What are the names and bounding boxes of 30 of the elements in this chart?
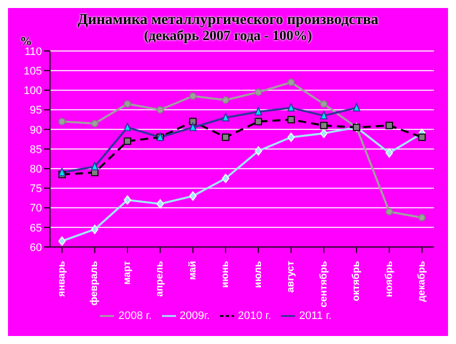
y-tick-label: 100 — [24, 85, 42, 98]
y-tick-label: 90 — [30, 124, 42, 136]
y-tick-label: 105 — [24, 66, 42, 78]
x-tick-label: июль — [252, 261, 264, 288]
legend-label: 2009г. — [180, 310, 210, 322]
legend-label: 2011 г. — [299, 310, 332, 322]
y-tick-label: 70 — [30, 202, 42, 215]
y-tick-label: 110 — [24, 46, 42, 58]
y-axis-title: % — [20, 34, 32, 48]
x-tick-label: сентябрь — [318, 261, 330, 308]
x-tick-label: февраль — [89, 261, 100, 306]
legend-label: 2008 г. — [118, 310, 152, 322]
y-tick-label: 80 — [30, 164, 42, 176]
x-tick-label: август — [286, 260, 297, 293]
x-tick-label: декабрь — [416, 261, 428, 302]
y-tick-label: 60 — [30, 242, 42, 254]
x-tick-label: май — [187, 261, 198, 280]
y-tick-label: 75 — [30, 183, 42, 196]
chart-subtitle: (декабрь 2007 года - 100%) — [144, 29, 312, 44]
y-tick-label: 95 — [30, 104, 42, 117]
y-tick-label: 85 — [30, 144, 42, 156]
legend-label: 2010 г. — [238, 310, 272, 322]
x-tick-label: апрель — [154, 261, 166, 297]
x-tick-label: март — [122, 260, 133, 285]
x-tick-label: октябрь — [351, 261, 362, 302]
x-tick-label: июнь — [220, 261, 232, 288]
y-tick-label: 65 — [30, 222, 42, 234]
x-tick-label: ноябрь — [384, 261, 395, 298]
x-tick-label: январь — [56, 261, 68, 297]
chart-title: Динамика металлургического производства — [76, 11, 380, 29]
